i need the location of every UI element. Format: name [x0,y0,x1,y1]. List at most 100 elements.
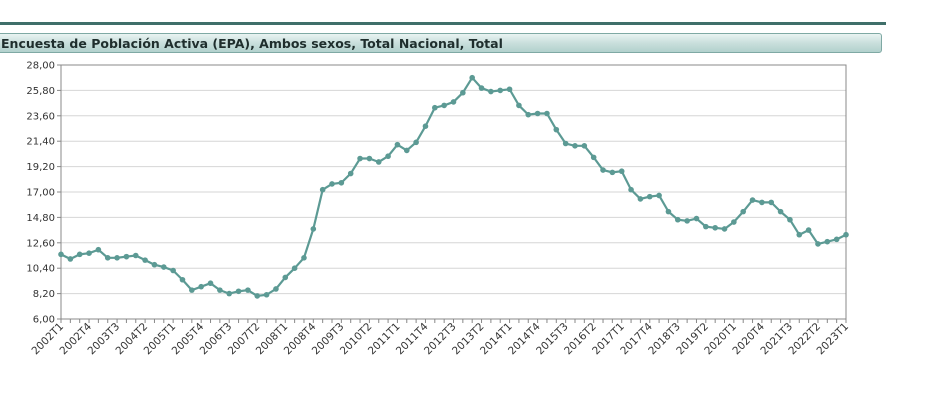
data-point[interactable] [712,224,718,231]
data-point[interactable] [562,140,569,147]
data-point[interactable] [572,143,578,149]
data-point[interactable] [618,168,625,175]
data-point[interactable] [609,169,616,176]
data-point[interactable] [469,74,475,81]
data-point[interactable] [207,280,214,287]
data-point[interactable] [198,283,204,290]
data-point[interactable] [824,238,831,245]
data-point[interactable] [413,139,419,146]
y-tick-label: 10,40 [26,264,55,275]
data-point[interactable] [656,192,662,199]
y-tick-label: 17,00 [26,188,55,199]
data-point[interactable] [104,255,111,261]
data-point[interactable] [759,199,765,206]
data-point[interactable] [497,87,504,94]
data-point[interactable] [432,104,438,111]
data-point[interactable] [843,231,849,238]
data-point[interactable] [590,154,597,161]
data-point[interactable] [170,267,176,274]
data-point[interactable] [235,288,242,295]
data-point[interactable] [740,208,747,215]
data-point[interactable] [273,286,279,292]
data-point[interactable] [581,143,588,149]
data-point[interactable] [637,196,644,202]
data-point[interactable] [450,99,457,105]
data-point[interactable] [674,216,681,223]
data-point[interactable] [76,251,83,258]
data-point[interactable] [525,111,532,118]
x-axis: 2002T12002T42003T32004T22005T12005T42006… [29,319,851,357]
data-point[interactable] [768,199,775,206]
data-point[interactable] [721,226,728,232]
data-point[interactable] [385,153,391,160]
data-point[interactable] [319,186,326,193]
top-rule [0,22,886,25]
data-point[interactable] [805,227,812,233]
data-point[interactable] [600,167,606,173]
data-point[interactable] [347,170,354,177]
data-point[interactable] [189,287,195,293]
data-point[interactable] [553,126,560,133]
data-point[interactable] [114,255,120,261]
data-point[interactable] [142,257,148,263]
data-point[interactable] [86,250,92,256]
data-point[interactable] [478,85,485,91]
data-point[interactable] [366,155,373,162]
data-point[interactable] [338,179,345,186]
data-point[interactable] [646,193,653,200]
data-point[interactable] [534,110,541,117]
data-point[interactable] [375,159,382,165]
data-point[interactable] [684,218,690,224]
data-point[interactable] [217,287,223,293]
series [58,74,849,299]
data-point[interactable] [731,219,737,225]
y-tick-label: 21,40 [26,137,55,148]
data-point[interactable] [310,226,317,232]
data-point[interactable] [123,253,130,260]
y-tick-label: 12,60 [26,238,55,249]
data-point[interactable] [226,290,233,297]
data-point[interactable] [422,123,429,129]
data-point[interactable] [796,231,803,238]
chart-title-bar: Encuesta de Población Activa (EPA), Ambo… [0,33,882,53]
y-tick-label: 23,60 [26,111,55,122]
data-point[interactable] [787,216,793,223]
data-point[interactable] [394,141,401,148]
data-point[interactable] [151,261,158,268]
data-point[interactable] [67,256,74,262]
data-point[interactable] [132,252,139,259]
y-tick-label: 6,00 [33,315,55,326]
data-point[interactable] [749,197,756,203]
data-point[interactable] [488,88,494,95]
data-point[interactable] [291,265,298,272]
data-point[interactable] [544,110,550,117]
data-point[interactable] [693,215,700,222]
data-point[interactable] [703,223,709,230]
data-point[interactable] [263,291,270,298]
data-point[interactable] [516,102,522,109]
data-point[interactable] [179,276,186,283]
data-point[interactable] [506,86,513,93]
data-point[interactable] [58,251,64,258]
data-point[interactable] [329,181,335,187]
data-point[interactable] [254,293,261,299]
data-point[interactable] [628,186,634,193]
data-point[interactable] [460,89,466,96]
y-tick-label: 19,20 [26,162,55,173]
y-tick-label: 25,80 [26,86,55,97]
data-point[interactable] [245,287,251,293]
data-point[interactable] [777,208,784,215]
data-point[interactable] [301,255,307,261]
data-point[interactable] [95,246,102,253]
data-point[interactable] [403,147,410,154]
data-point[interactable] [833,236,840,243]
data-point[interactable] [357,155,363,162]
data-point[interactable] [282,274,289,281]
y-tick-label: 14,80 [26,213,55,224]
chart-title: Encuesta de Población Activa (EPA), Ambo… [1,36,503,51]
data-point[interactable] [815,241,821,247]
data-point[interactable] [160,264,167,270]
data-point[interactable] [665,208,672,215]
data-point[interactable] [441,102,447,109]
